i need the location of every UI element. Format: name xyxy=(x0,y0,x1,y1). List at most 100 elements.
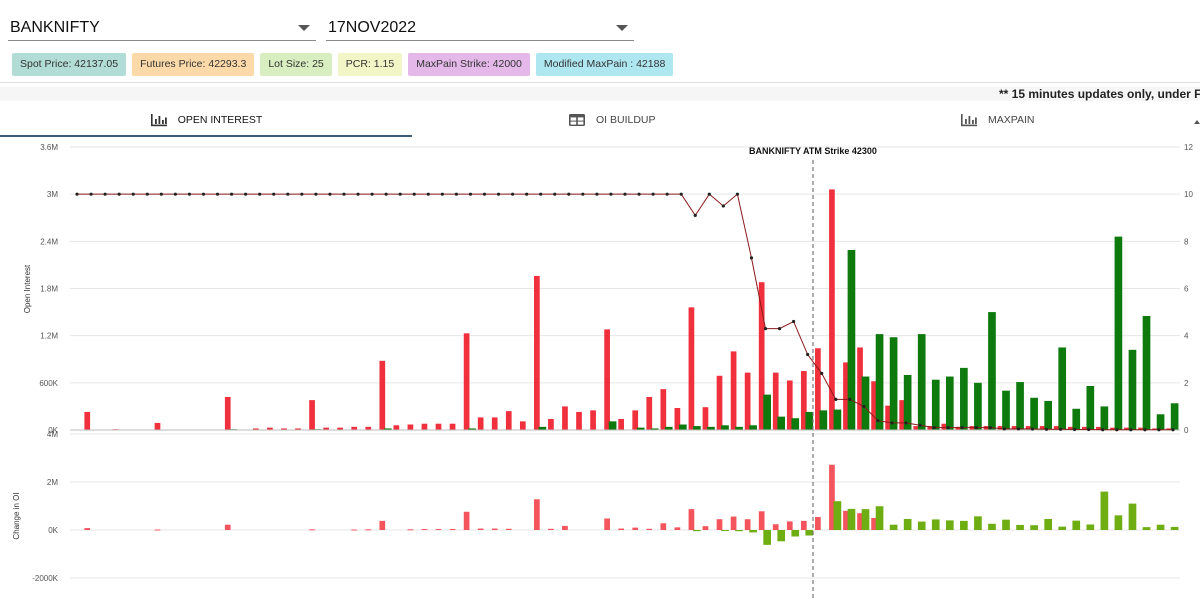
pcr-point xyxy=(398,192,402,196)
put-change-bar xyxy=(1030,525,1038,530)
call-change-bar xyxy=(548,528,554,530)
scroll-arrow-icon[interactable] xyxy=(1194,114,1200,128)
pcr-point xyxy=(468,192,473,196)
tab-maxpain[interactable]: MAXPAIN xyxy=(960,104,1034,135)
pcr-point xyxy=(806,352,810,357)
call-oi-bar xyxy=(435,423,442,430)
pcr-point xyxy=(1129,428,1133,432)
call-oi-bar xyxy=(1110,427,1116,430)
pcr-point xyxy=(496,192,501,196)
pcr-point xyxy=(918,423,922,427)
put-oi-bar xyxy=(735,426,743,430)
pcr-point xyxy=(848,397,852,401)
call-change-bar xyxy=(772,524,779,530)
call-oi-bar xyxy=(1081,426,1088,430)
y-tick-label: 4M xyxy=(47,430,58,439)
put-oi-bar xyxy=(777,416,786,430)
y-tick-label: 0K xyxy=(48,426,58,435)
call-change-bar xyxy=(800,520,807,530)
put-change-bar xyxy=(749,530,757,533)
call-oi-bar xyxy=(393,425,400,430)
y2-tick-label: 0 xyxy=(1184,426,1189,435)
call-change-bar xyxy=(604,518,610,530)
pcr-point xyxy=(637,192,641,196)
pcr-point xyxy=(426,192,430,196)
pcr-point xyxy=(412,192,416,196)
put-change-bar xyxy=(974,516,982,530)
call-change-bar xyxy=(758,511,765,530)
call-oi-bar xyxy=(730,351,737,430)
view-tabs: OPEN INTEREST OI BUILDUP MAXPAIN xyxy=(0,104,1200,137)
pcr-point xyxy=(988,426,992,430)
pcr-point xyxy=(1002,427,1006,431)
info-badges: Spot Price: 42137.05 Futures Price: 4229… xyxy=(12,53,674,76)
pcr-point xyxy=(749,256,754,260)
call-oi-bar xyxy=(688,307,695,430)
put-oi-bar xyxy=(1128,349,1137,430)
pcr-point xyxy=(454,192,458,196)
call-change-bar xyxy=(421,529,428,531)
symbol-select[interactable]: BANKNIFTY xyxy=(8,8,316,41)
call-oi-bar xyxy=(449,423,456,430)
put-change-bar xyxy=(917,521,926,530)
put-change-bar xyxy=(1128,503,1137,530)
put-change-bar xyxy=(861,509,870,530)
put-change-bar xyxy=(1170,526,1179,530)
y2-tick-label: 2 xyxy=(1184,379,1189,388)
pcr-point xyxy=(258,192,262,196)
put-change-bar xyxy=(777,530,786,542)
call-oi-bar xyxy=(843,362,849,430)
pcr-point xyxy=(651,192,655,196)
pcr-point xyxy=(876,418,880,423)
change-grid xyxy=(70,433,1180,579)
call-oi-bar xyxy=(604,329,610,430)
pcr-point xyxy=(1044,427,1049,431)
put-change-bar xyxy=(945,520,954,530)
y-tick-label: 2.4M xyxy=(40,237,58,246)
put-oi-bar xyxy=(791,418,800,430)
change-y-axis-label: Change in OI xyxy=(12,492,21,539)
put-change-bar xyxy=(1072,520,1081,530)
call-change-bar xyxy=(702,526,709,530)
call-oi-bar xyxy=(84,411,91,430)
call-oi-bar xyxy=(716,375,723,430)
spot-price-badge: Spot Price: 42137.05 xyxy=(12,53,127,76)
symbol-select-value: BANKNIFTY xyxy=(10,19,100,36)
chevron-down-icon[interactable] xyxy=(298,25,310,31)
put-oi-bar xyxy=(608,421,617,430)
call-oi-bar xyxy=(1011,426,1018,430)
put-oi-bar xyxy=(763,394,771,430)
pcr-point xyxy=(286,192,290,196)
put-oi-bar xyxy=(847,249,856,430)
call-oi-bar xyxy=(491,417,498,430)
call-oi-bar xyxy=(407,424,414,430)
put-oi-bar xyxy=(693,426,701,430)
tab-open-interest[interactable]: OPEN INTEREST xyxy=(0,104,412,137)
put-oi-bar xyxy=(538,426,547,430)
call-oi-bar xyxy=(660,389,667,430)
call-change-bar xyxy=(688,509,695,530)
put-change-bar xyxy=(805,530,814,536)
call-change-bar xyxy=(646,528,653,530)
put-change-bar xyxy=(721,530,729,531)
put-oi-bar xyxy=(974,382,982,430)
put-oi-bar xyxy=(1086,385,1095,430)
call-oi-bar xyxy=(323,427,329,430)
pcr-point xyxy=(777,326,782,331)
call-oi-bar xyxy=(505,411,512,430)
pcr-point xyxy=(187,192,192,196)
expiry-select[interactable]: 17NOV2022 xyxy=(326,8,634,41)
call-change-bar xyxy=(309,529,315,531)
call-oi-bar xyxy=(365,426,372,430)
chevron-down-icon[interactable] xyxy=(616,25,628,31)
pcr-point xyxy=(1101,428,1105,432)
put-oi-bar xyxy=(819,410,828,430)
call-change-bar xyxy=(843,510,849,530)
put-oi-bar xyxy=(664,426,673,430)
call-oi-bar xyxy=(927,426,934,430)
tab-oi-buildup[interactable]: OI BUILDUP xyxy=(568,104,656,135)
call-change-bar xyxy=(84,528,91,530)
call-change-bar xyxy=(618,528,625,530)
pcr-point xyxy=(1143,428,1147,432)
pcr-point xyxy=(946,426,950,430)
